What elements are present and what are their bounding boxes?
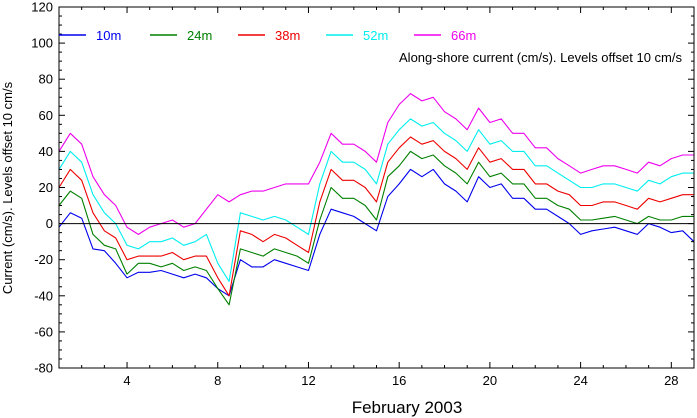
y-tick-label: -40 <box>34 288 53 303</box>
y-tick-label: 20 <box>39 180 53 195</box>
legend-label-10m: 10m <box>96 28 121 43</box>
axes <box>58 6 695 369</box>
x-tick-label: 8 <box>214 373 221 388</box>
x-tick-label: 16 <box>392 373 406 388</box>
chart-annotation: Along-shore current (cm/s). Levels offse… <box>399 50 682 65</box>
x-tick-label: 28 <box>664 373 678 388</box>
x-axis-label: February 2003 <box>352 398 463 417</box>
tick-labels: -80 -60 -40 -20 0 20 40 60 80 100 120 4 8 12 16 20 24 28 <box>31 0 678 388</box>
series-line-66m <box>58 93 694 235</box>
y-tick-label: 120 <box>31 0 53 15</box>
legend-label-38m: 38m <box>275 28 300 43</box>
y-tick-label: 40 <box>39 144 53 159</box>
y-tick-label: 60 <box>39 108 53 123</box>
x-tick-label: 24 <box>573 373 587 388</box>
y-axis-label: Current (cm/s). Levels offset 10 cm/s <box>0 81 15 294</box>
y-tick-label: -20 <box>34 252 53 267</box>
series-line-10m <box>58 168 695 297</box>
y-tick-label: 0 <box>46 216 53 231</box>
y-tick-label: 100 <box>31 36 53 51</box>
series-line-38m <box>58 136 694 297</box>
legend-label-52m: 52m <box>363 28 388 43</box>
series-group <box>58 93 695 306</box>
legend: 10m 24m 38m 52m 66m <box>59 28 476 43</box>
x-tick-label: 12 <box>301 373 315 388</box>
legend-label-24m: 24m <box>187 28 212 43</box>
x-tick-label: 20 <box>483 373 497 388</box>
y-tick-label: -60 <box>34 324 53 339</box>
x-tick-label: 4 <box>123 373 130 388</box>
y-tick-label: 80 <box>39 72 53 87</box>
legend-label-66m: 66m <box>451 28 476 43</box>
series-line-24m <box>58 150 694 306</box>
y-tick-label: -80 <box>34 361 53 376</box>
series-line-52m <box>58 118 694 282</box>
